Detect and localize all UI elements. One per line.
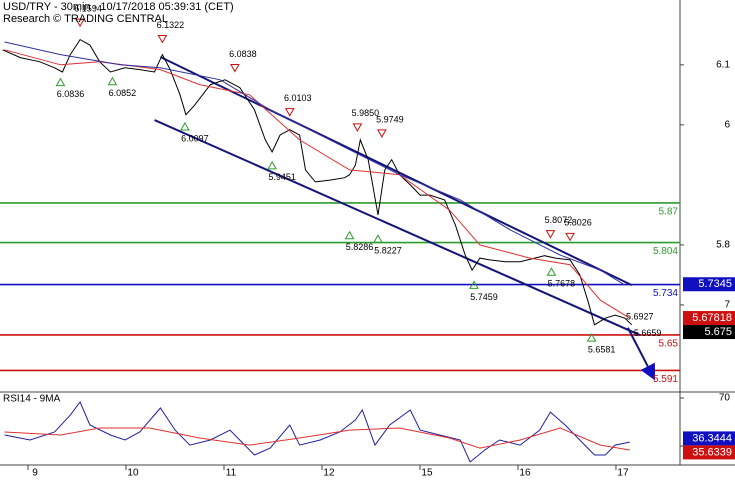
axis-price-text: 5.67818: [692, 312, 732, 324]
axis-price-box: [683, 311, 735, 326]
x-tick-label: 16: [519, 468, 531, 479]
x-tick-label: 12: [323, 468, 335, 479]
axis-price-text: 5.675: [704, 326, 732, 338]
axis-price-text: 35.6339: [692, 446, 732, 458]
y-tick-label: 7: [724, 300, 730, 311]
trough-label: 5.8286: [346, 242, 374, 252]
trough-label: 6.0836: [57, 89, 85, 99]
x-tick-label: 9: [32, 468, 38, 479]
peak-label: 6.0103: [284, 93, 312, 103]
forecast-arrow: [626, 327, 656, 381]
level-label: 5.591: [653, 374, 678, 385]
axis-price-box: [683, 277, 735, 292]
peak-marker: [565, 232, 575, 242]
trough-label: 5.7459: [470, 292, 498, 302]
peak-label: 5.8072: [545, 215, 573, 225]
axis-price-box: [683, 325, 735, 340]
x-tick-label: 11: [226, 468, 237, 479]
peak-marker: [352, 123, 363, 132]
axis-price-text: 36.3444: [692, 432, 732, 444]
peak-marker: [377, 129, 387, 138]
y-tick-label: 70: [719, 393, 731, 404]
level-label: 5.65: [659, 339, 679, 350]
price-label: 5.6927: [626, 312, 654, 322]
level-label: 5.87: [659, 207, 679, 218]
peak-marker: [284, 108, 295, 117]
peak-label: 5.8026: [564, 218, 592, 228]
overlay: 5.87 5.804 5.734 5.65 5.591: [653, 207, 678, 385]
y-tick-label: 5.8: [716, 240, 730, 251]
peak-marker: [230, 64, 240, 73]
channel-line: [154, 119, 641, 336]
peak-label: 5.9850: [352, 108, 380, 118]
y-tick-label: 6.1: [716, 59, 730, 70]
trough-marker: [344, 230, 355, 240]
peak-marker: [157, 35, 168, 44]
trough-label: 6.0852: [109, 88, 137, 98]
price-plot: 6.1594 6.1322 6.0836 6.0852 6.0838 6.0097 6.01…: [0, 4, 680, 381]
trough-label: 5.9451: [268, 172, 296, 182]
trough-marker: [546, 267, 557, 276]
rsi-title: RSI14 - 9MA: [3, 394, 61, 405]
x-tick-label: 15: [421, 468, 433, 479]
axis-price-text: 5.7345: [698, 278, 732, 290]
axis-price-box: [683, 445, 735, 460]
peak-marker: [75, 18, 85, 28]
trough-marker: [469, 280, 479, 289]
x-tick-label: 10: [127, 468, 139, 479]
channel-line: [159, 56, 633, 287]
peak-label: 6.0838: [229, 49, 257, 59]
peak-label: 6.1594: [74, 4, 102, 14]
series-line: [2, 38, 633, 326]
trough-marker: [267, 160, 277, 170]
peak-label: 6.1322: [157, 20, 185, 30]
trough-label: 5.8227: [374, 246, 402, 256]
level-label: 5.734: [653, 288, 678, 299]
series-line: [4, 427, 630, 451]
rsi-plot: [4, 401, 630, 463]
trough-marker: [180, 122, 190, 131]
peak-label: 5.9749: [376, 114, 404, 124]
axis-price-box: [683, 431, 735, 446]
level-label: 5.804: [653, 246, 678, 257]
series-line: [4, 41, 626, 286]
x-tick-label: 17: [617, 468, 629, 479]
trough-marker: [373, 234, 383, 243]
trough-marker: [586, 333, 597, 342]
trough-marker: [107, 76, 118, 86]
series-line: [4, 401, 630, 463]
peak-marker: [545, 230, 556, 239]
trough-marker: [55, 77, 66, 87]
y-tick-label: 6: [724, 120, 730, 131]
chart-title: USD/TRY - 30min - 10/17/2018 05:39:31 (C…: [3, 1, 234, 13]
chart-subtitle: Research © TRADING CENTRAL: [3, 13, 168, 25]
trough-label: 5.7678: [548, 279, 576, 289]
trough-label: 5.6581: [588, 344, 616, 354]
trough-label: 6.0097: [181, 133, 209, 143]
price-label: 5.6659: [634, 328, 662, 338]
